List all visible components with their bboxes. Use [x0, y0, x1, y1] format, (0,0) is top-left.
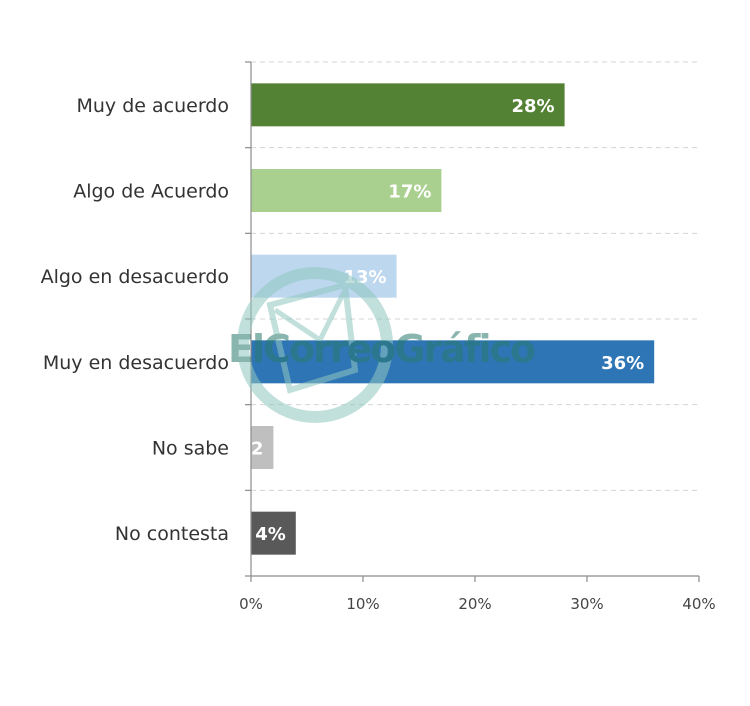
data-label: 4% — [255, 524, 286, 545]
x-tick-label: 30% — [570, 595, 603, 613]
bar — [251, 169, 442, 212]
category-label: Algo en desacuerdo — [41, 266, 229, 288]
gridlines — [251, 61, 699, 491]
bar — [251, 340, 655, 384]
data-label: 36% — [601, 353, 644, 374]
watermark-logo-icon — [237, 267, 393, 423]
watermark: ElCorreoGráfico — [228, 267, 537, 423]
category-label: No sabe — [152, 438, 229, 460]
category-label: Muy de acuerdo — [77, 95, 230, 117]
bars — [251, 83, 655, 555]
x-tick-label: 20% — [458, 595, 491, 613]
category-label: Muy en desacuerdo — [43, 352, 229, 374]
x-tick-label: 10% — [346, 595, 379, 613]
bar — [251, 83, 565, 127]
watermark-text: ElCorreoGráfico — [228, 327, 535, 371]
x-tick-label: 0% — [239, 595, 263, 613]
category-label: Algo de Acuerdo — [73, 181, 229, 203]
x-tick-label: 40% — [682, 595, 715, 613]
labels: Muy de acuerdo 28% Algo de Acuerdo 17% Algo … — [41, 95, 716, 613]
bar — [251, 426, 274, 469]
data-label: 28% — [512, 96, 555, 117]
category-label: No contesta — [115, 523, 229, 545]
data-label: 17% — [388, 182, 431, 203]
axes — [245, 61, 700, 582]
data-label: 2 — [251, 439, 264, 460]
bar — [251, 511, 296, 555]
